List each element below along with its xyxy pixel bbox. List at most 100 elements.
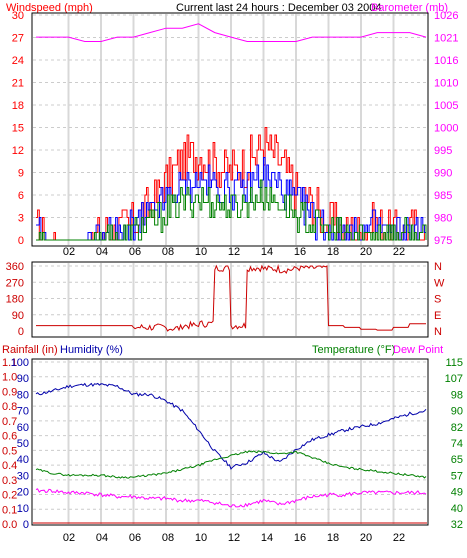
rainfall-y-tick-label: 0.6 (2, 431, 17, 443)
x-tick-label: 22 (393, 246, 405, 258)
barometer-y-tick-label: 1016 (434, 55, 458, 67)
rainfall-y-tick-label: 0.1 (2, 504, 17, 516)
dewpoint-label: Dew Point (393, 344, 443, 356)
direction-y-tick-label: 270 (6, 277, 24, 289)
temperature-y-tick-label: 49 (451, 487, 463, 499)
humidity-y-tick-label: 70 (17, 406, 29, 418)
humidity-y-tick-label: 10 (17, 503, 29, 515)
rainfall-y-tick-label: 0.5 (2, 445, 17, 457)
barometer-y-tick-label: 995 (434, 145, 452, 157)
temperature-y-tick-label: 82 (451, 422, 463, 434)
wind-panel-frame (31, 12, 429, 247)
wind-direction-trace (36, 264, 426, 332)
x-tick-label: 16 (294, 246, 306, 258)
wind-y-tick-label: 18 (12, 100, 24, 112)
humidity-y-tick-label: 50 (17, 438, 29, 450)
x-tick-label: 10 (195, 532, 207, 544)
rainfall-y-tick-label: 1.1 (2, 357, 17, 369)
temperature-line (35, 450, 427, 479)
direction-compass-label: E (434, 310, 441, 322)
wind-y-tick-label: 12 (12, 145, 24, 157)
rainfall-y-tick-label: 0.4 (2, 460, 17, 472)
temperature-y-tick-label: 98 (451, 389, 463, 401)
humidity-y-tick-label: 90 (17, 373, 29, 385)
x-tick-label: 22 (393, 532, 405, 544)
x-tick-label: 20 (360, 532, 372, 544)
temperature-y-tick-label: 90 (451, 406, 463, 418)
wind-avg-trace (36, 179, 427, 241)
x-tick-label: 12 (228, 246, 240, 258)
temperature-y-tick-label: 74 (451, 438, 463, 450)
barometer-line (36, 23, 427, 42)
direction-compass-label: N (434, 261, 442, 273)
humidity-line (35, 382, 427, 470)
temperature-y-tick-label: 107 (445, 373, 463, 385)
temperature-label: Temperature (°F) (312, 344, 395, 356)
x-tick-label: 02 (63, 532, 75, 544)
x-tick-label: 14 (261, 532, 273, 544)
barometer-y-tick-label: 1010 (434, 78, 458, 90)
direction-y-tick-label: 90 (12, 310, 24, 322)
temperature-y-tick-label: 40 (451, 503, 463, 515)
barometer-y-tick-label: 1005 (434, 100, 458, 112)
wind-y-tick-label: 27 (12, 33, 24, 45)
humidity-y-tick-label: 20 (17, 487, 29, 499)
rainfall-y-tick-label: 0.3 (2, 475, 17, 487)
x-axis-labels: 02 04 06 08 10 12 14 16 18 20 22 02 04 0… (63, 246, 405, 544)
rainfall-label: Rainfall (in) (2, 344, 58, 356)
wind-y-tick-label: 30 (12, 10, 24, 22)
direction-y-tick-label: 0 (18, 326, 24, 338)
wind-y-tick-label: 0 (18, 235, 24, 247)
x-tick-label: 16 (294, 532, 306, 544)
x-tick-label: 08 (162, 532, 174, 544)
temperature-y-tick-label: 115 (445, 357, 463, 369)
humidity-y-tick-label: 0 (23, 519, 29, 531)
rainfall-y-tick-label: 0.2 (2, 490, 17, 502)
chart-header-title: Current last 24 hours : December 03 2004 (176, 2, 381, 14)
x-tick-label: 04 (96, 532, 108, 544)
x-tick-label: 18 (327, 246, 339, 258)
rainfall-y-tick-label: 0.8 (2, 401, 17, 413)
wind-y-tick-label: 6 (18, 190, 24, 202)
barometer-y-tick-label: 1021 (434, 33, 458, 45)
x-tick-label: 10 (195, 246, 207, 258)
x-tick-label: 20 (360, 246, 372, 258)
x-tick-label: 06 (129, 246, 141, 258)
humidity-panel-frame (31, 358, 429, 526)
wind-y-tick-label: 24 (12, 55, 24, 67)
temperature-y-tick-label: 32 (451, 519, 463, 531)
x-tick-label: 02 (63, 246, 75, 258)
humidity-y-tick-label: 80 (17, 389, 29, 401)
barometer-y-tick-label: 1026 (434, 10, 458, 22)
humidity-y-tick-label: 100 (11, 357, 29, 369)
direction-panel-frame (31, 261, 429, 338)
temperature-y-tick-label: 65 (451, 454, 463, 466)
rainfall-y-tick-label: 0.7 (2, 416, 17, 428)
rainfall-y-tick-label: 0.0 (2, 519, 17, 531)
grid-layer (33, 14, 427, 524)
barometer-y-tick-label: 990 (434, 168, 452, 180)
windspeed-label: Windspeed (mph) (6, 2, 93, 14)
x-tick-label: 04 (96, 246, 108, 258)
rainfall-y-tick-label: 1.0 (2, 372, 17, 384)
wind-y-tick-label: 21 (12, 78, 24, 90)
direction-y-tick-label: 360 (6, 261, 24, 273)
barometer-y-tick-label: 980 (434, 213, 452, 225)
x-tick-label: 06 (129, 532, 141, 544)
humidity-label: Humidity (%) (60, 344, 123, 356)
barometer-y-tick-label: 1000 (434, 123, 458, 135)
barometer-label: Barometer (mb) (371, 2, 448, 14)
humidity-y-tick-label: 30 (17, 470, 29, 482)
dewpoint-line (35, 488, 427, 508)
x-tick-label: 08 (162, 246, 174, 258)
x-tick-label: 12 (228, 532, 240, 544)
barometer-y-tick-label: 975 (434, 235, 452, 247)
rainfall-y-tick-label: 0.9 (2, 386, 17, 398)
wind-y-tick-label: 3 (18, 213, 24, 225)
direction-y-tick-label: 180 (6, 294, 24, 306)
x-tick-label: 14 (261, 246, 273, 258)
humidity-y-tick-label: 60 (17, 422, 29, 434)
barometer-y-tick-label: 985 (434, 190, 452, 202)
